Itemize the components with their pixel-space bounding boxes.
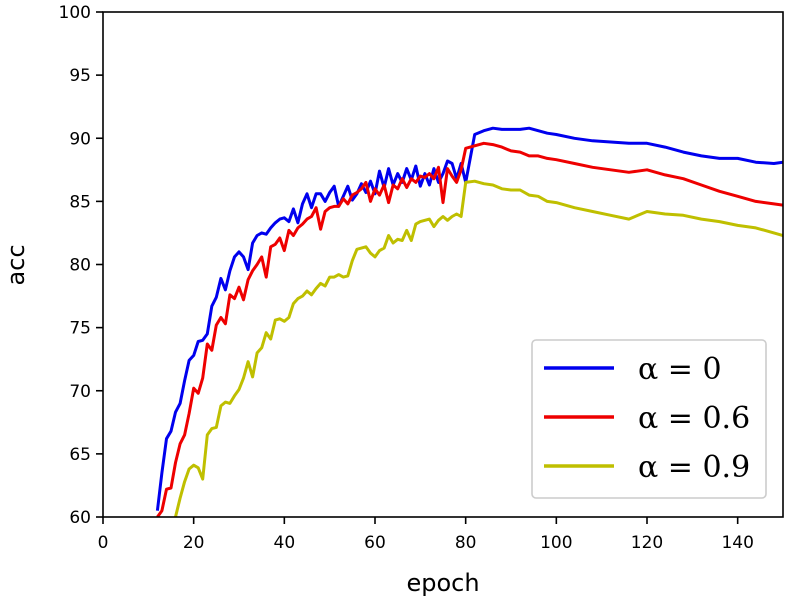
y-tick-label: 75 [69,319,91,339]
y-tick-label: 95 [69,66,91,86]
x-tick-label: 60 [364,533,386,553]
series-line-alpha-0-9 [174,179,783,517]
y-axis-ticks: 60 65 70 75 80 85 90 95 100 [59,3,103,528]
y-tick-label: 60 [69,508,91,528]
y-tick-label: 80 [69,256,91,276]
y-tick-label: 85 [69,192,91,212]
x-tick-label: 120 [631,533,663,553]
legend-label-alpha-0: α = 0 [638,352,722,387]
x-tick-label: 140 [721,533,753,553]
legend: α = 0 α = 0.6 α = 0.9 [531,339,767,499]
legend-label-alpha-0-6: α = 0.6 [638,401,750,436]
x-tick-label: 20 [183,533,205,553]
y-tick-label: 65 [69,445,91,465]
x-axis-label: epoch [406,569,479,597]
y-tick-label: 90 [69,129,91,149]
legend-label-alpha-0-9: α = 0.9 [638,450,750,485]
y-tick-label: 70 [69,382,91,402]
y-axis-label: acc [2,244,30,285]
series-layer [155,126,783,517]
x-tick-label: 40 [274,533,296,553]
x-tick-label: 0 [98,533,109,553]
legend-box [531,339,767,499]
x-tick-label: 80 [455,533,477,553]
series-line-alpha-0-6 [156,141,783,517]
x-tick-label: 100 [540,533,572,553]
y-tick-label: 100 [59,3,91,23]
x-axis-ticks: 0 20 40 60 80 100 120 140 [98,517,754,553]
